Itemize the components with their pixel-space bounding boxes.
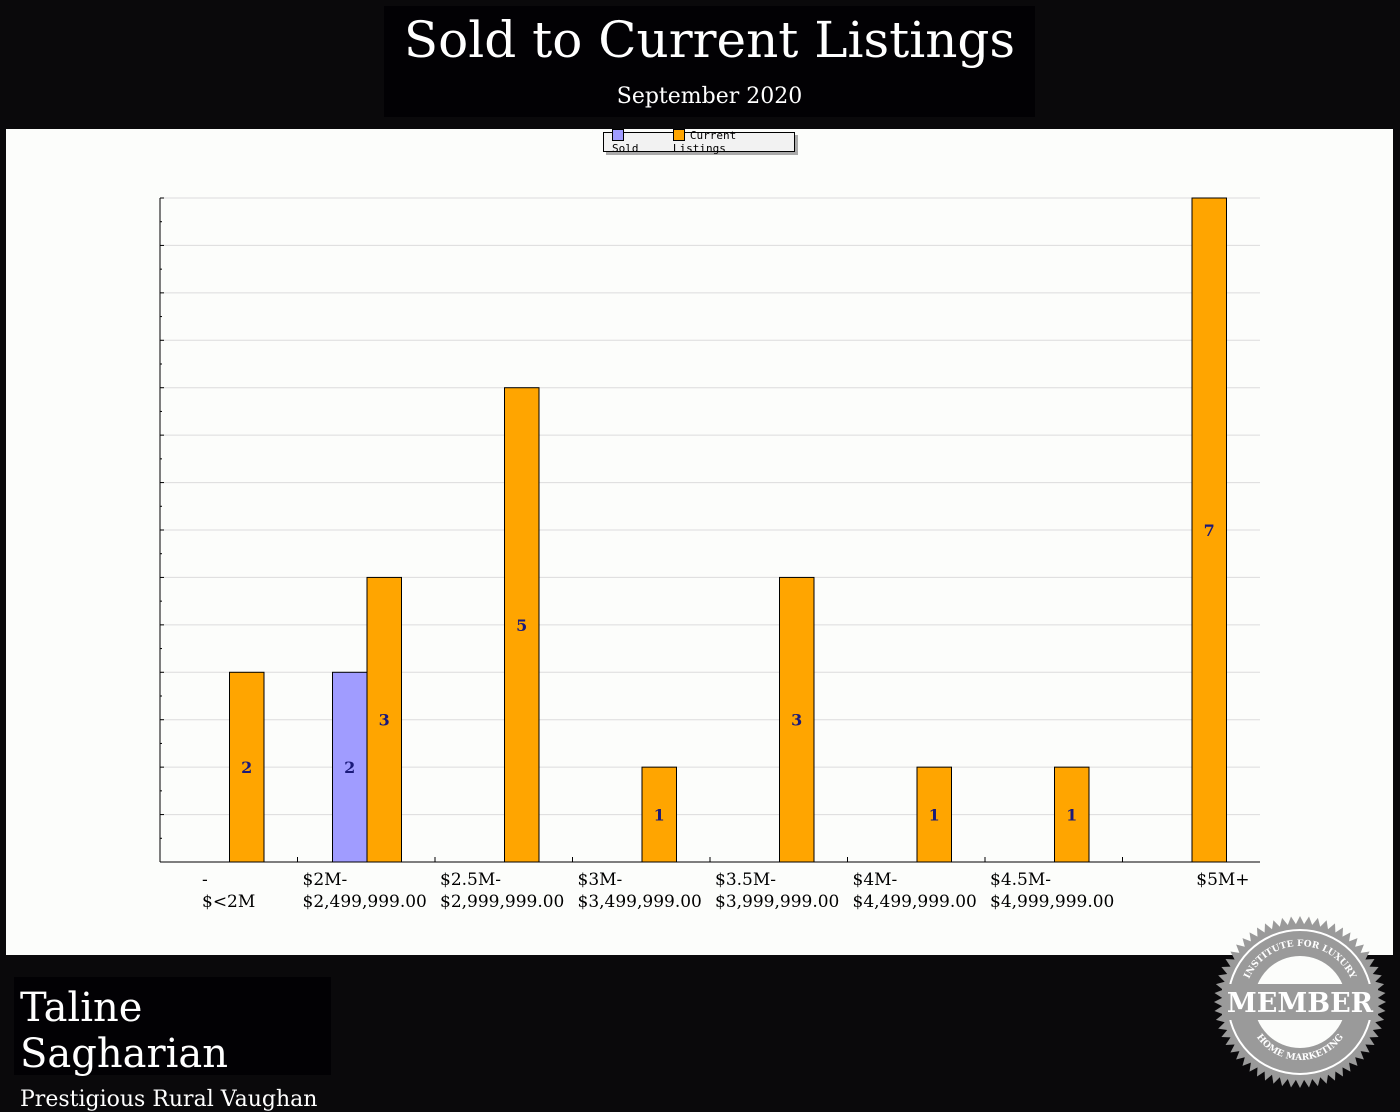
legend-label: Current Listings — [672, 129, 737, 155]
data-label: 1 — [929, 806, 940, 825]
bar-current-listings — [916, 766, 952, 863]
x-tick-label: $4,499,999.00 — [853, 892, 977, 912]
chart-subtitle: September 2020 — [616, 84, 803, 109]
data-label: 1 — [654, 806, 665, 825]
x-tick-label: $4.5M- — [990, 870, 1051, 890]
legend-item-current: Current Listings — [672, 129, 794, 155]
bar-current-listings — [229, 671, 265, 863]
bar-current-listings — [779, 576, 815, 863]
bar-sold — [332, 671, 368, 863]
bar-current-listings — [366, 576, 402, 863]
x-tick-label: $2.5M- — [440, 870, 501, 890]
x-tick-label: $2M- — [303, 870, 348, 890]
bar-current-listings — [504, 387, 540, 863]
x-tick-label: $<2M — [202, 892, 255, 912]
legend-label: Sold — [612, 142, 639, 155]
data-label: 7 — [1204, 521, 1215, 540]
bar-current-listings — [641, 766, 677, 863]
agent-name: Taline Sagharian — [20, 985, 228, 1077]
legend-swatch-sold — [612, 129, 624, 141]
data-label: 2 — [344, 758, 355, 777]
chart-title: Sold to Current Listings — [403, 11, 1016, 69]
x-tick-label: $2,499,999.00 — [303, 892, 427, 912]
svg-text:MEMBER: MEMBER — [1227, 988, 1374, 1019]
data-label: 1 — [1066, 806, 1077, 825]
bar-current-listings — [1191, 197, 1227, 863]
member-badge-logo: MEMBER INSTITUTE FOR LUXURY HOME MARKETI… — [1214, 916, 1386, 1088]
legend-item-sold: Sold — [612, 129, 655, 155]
agent-box: Taline Sagharian Prestigious Rural Vaugh… — [14, 977, 331, 1112]
x-tick-label: $5M+ — [1196, 870, 1249, 890]
data-label: 2 — [241, 758, 252, 777]
x-tick-label: $4,999,999.00 — [990, 892, 1114, 912]
x-tick-label: - — [202, 870, 208, 890]
x-tick-label: $3M- — [578, 870, 623, 890]
data-label: 3 — [379, 711, 390, 730]
x-tick-label: $3,999,999.00 — [715, 892, 839, 912]
legend-swatch-current — [672, 129, 685, 141]
x-tick-label: $3.5M- — [715, 870, 776, 890]
x-tick-label: $3,499,999.00 — [578, 892, 702, 912]
bar-current-listings — [1054, 766, 1090, 863]
title-box: Sold to Current Listings September 2020 — [384, 6, 1035, 117]
x-tick-label: $2,999,999.00 — [440, 892, 564, 912]
legend: Sold Current Listings — [603, 129, 795, 155]
x-tick-label: $4M- — [853, 870, 898, 890]
data-label: 5 — [516, 616, 527, 635]
data-label: 3 — [791, 711, 802, 730]
